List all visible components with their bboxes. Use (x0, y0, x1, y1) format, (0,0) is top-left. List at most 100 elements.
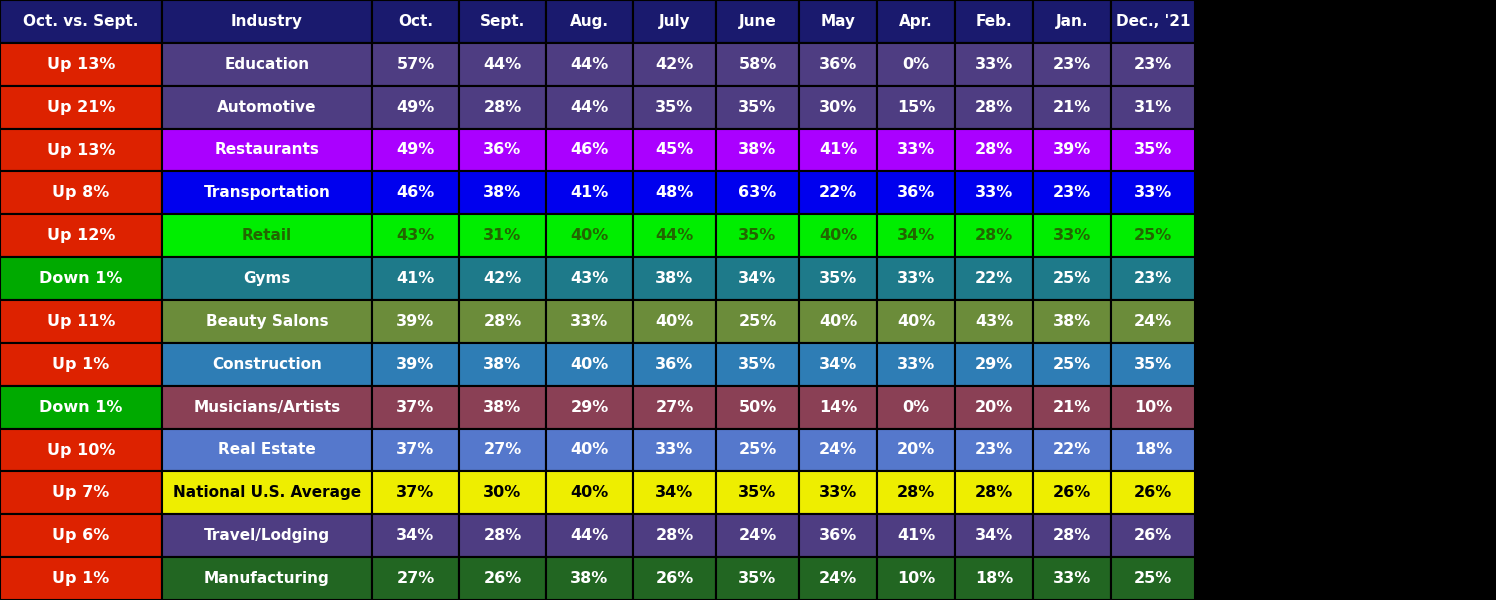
Text: Up 13%: Up 13% (46, 142, 115, 157)
Bar (0, 343, 162, 386)
Text: June: June (739, 14, 776, 29)
Bar (1034, 472, 1112, 514)
Text: 20%: 20% (975, 400, 1013, 415)
Bar (0, 0, 162, 43)
Text: 42%: 42% (483, 271, 522, 286)
Text: 28%: 28% (975, 142, 1013, 157)
Bar (0, 514, 162, 557)
Text: 40%: 40% (570, 357, 609, 372)
Text: 48%: 48% (655, 185, 694, 200)
Bar (1112, 172, 1195, 214)
Text: 10%: 10% (898, 571, 935, 586)
Bar (633, 214, 717, 257)
Bar (546, 43, 633, 86)
Bar (1034, 128, 1112, 172)
Text: 45%: 45% (655, 142, 694, 157)
Bar (717, 128, 799, 172)
Bar (799, 300, 877, 343)
Text: 0%: 0% (902, 400, 929, 415)
Bar (877, 472, 954, 514)
Text: Beauty Salons: Beauty Salons (205, 314, 328, 329)
Text: Sept.: Sept. (480, 14, 525, 29)
Text: 33%: 33% (655, 443, 694, 457)
Text: 50%: 50% (739, 400, 776, 415)
Bar (717, 300, 799, 343)
Text: 28%: 28% (898, 485, 935, 500)
Bar (373, 386, 459, 428)
Bar (459, 43, 546, 86)
Bar (1034, 0, 1112, 43)
Bar (717, 472, 799, 514)
Text: 26%: 26% (655, 571, 694, 586)
Text: 35%: 35% (818, 271, 857, 286)
Bar (162, 0, 373, 43)
Text: Up 21%: Up 21% (46, 100, 115, 115)
Text: 36%: 36% (483, 142, 522, 157)
Bar (799, 386, 877, 428)
Bar (877, 343, 954, 386)
Bar (373, 257, 459, 300)
Text: Construction: Construction (212, 357, 322, 372)
Bar (162, 472, 373, 514)
Text: 28%: 28% (483, 314, 522, 329)
Bar (546, 386, 633, 428)
Text: 41%: 41% (818, 142, 857, 157)
Bar (633, 257, 717, 300)
Text: 46%: 46% (570, 142, 609, 157)
Bar (459, 86, 546, 128)
Bar (459, 343, 546, 386)
Bar (162, 172, 373, 214)
Bar (1034, 172, 1112, 214)
Bar (717, 557, 799, 600)
Bar (546, 343, 633, 386)
Bar (1112, 128, 1195, 172)
Bar (633, 343, 717, 386)
Text: 23%: 23% (1053, 57, 1091, 72)
Text: 28%: 28% (975, 485, 1013, 500)
Bar (799, 343, 877, 386)
Bar (459, 214, 546, 257)
Text: 34%: 34% (396, 528, 435, 543)
Text: 44%: 44% (483, 57, 522, 72)
Text: 22%: 22% (818, 185, 857, 200)
Text: National U.S. Average: National U.S. Average (174, 485, 361, 500)
Bar (799, 0, 877, 43)
Bar (459, 472, 546, 514)
Bar (633, 128, 717, 172)
Bar (799, 472, 877, 514)
Bar (459, 172, 546, 214)
Bar (877, 172, 954, 214)
Text: 23%: 23% (1134, 271, 1173, 286)
Bar (546, 172, 633, 214)
Text: Musicians/Artists: Musicians/Artists (193, 400, 341, 415)
Bar (1034, 514, 1112, 557)
Bar (954, 343, 1034, 386)
Text: 34%: 34% (739, 271, 776, 286)
Bar (954, 472, 1034, 514)
Text: 38%: 38% (1053, 314, 1091, 329)
Text: 35%: 35% (739, 357, 776, 372)
Bar (799, 257, 877, 300)
Text: Up 12%: Up 12% (46, 228, 115, 243)
Bar (1112, 386, 1195, 428)
Bar (954, 86, 1034, 128)
Text: Up 7%: Up 7% (52, 485, 109, 500)
Text: 33%: 33% (1134, 185, 1173, 200)
Text: 38%: 38% (483, 357, 522, 372)
Text: 26%: 26% (1134, 528, 1173, 543)
Bar (546, 472, 633, 514)
Bar (633, 0, 717, 43)
Bar (0, 257, 162, 300)
Text: 40%: 40% (570, 443, 609, 457)
Text: 10%: 10% (1134, 400, 1173, 415)
Text: 27%: 27% (396, 571, 435, 586)
Text: 34%: 34% (975, 528, 1013, 543)
Text: 25%: 25% (1134, 571, 1173, 586)
Text: 27%: 27% (483, 443, 522, 457)
Bar (0, 86, 162, 128)
Bar (546, 300, 633, 343)
Text: Dec., '21: Dec., '21 (1116, 14, 1191, 29)
Text: 41%: 41% (570, 185, 609, 200)
Text: 33%: 33% (898, 142, 935, 157)
Bar (1112, 300, 1195, 343)
